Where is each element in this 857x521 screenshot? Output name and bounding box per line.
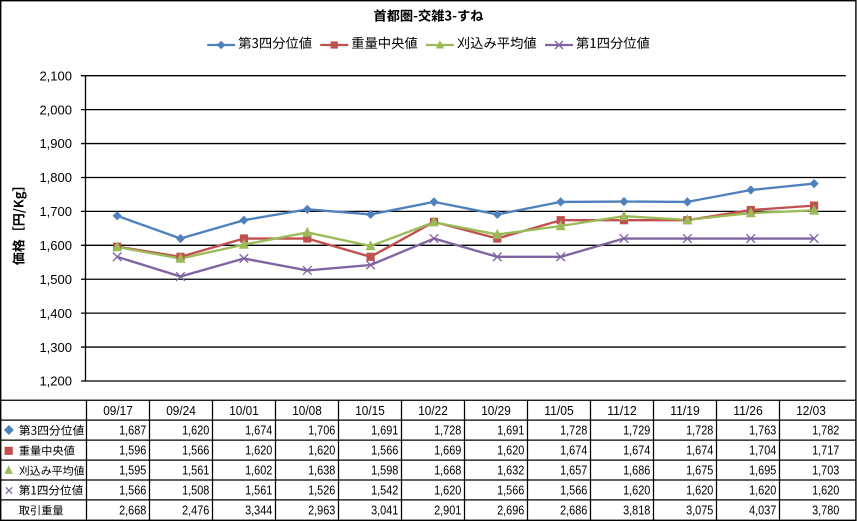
svg-text:10/08: 10/08 (292, 404, 322, 418)
svg-text:2,476: 2,476 (182, 504, 209, 518)
svg-text:1,620: 1,620 (497, 444, 524, 458)
svg-text:1,675: 1,675 (686, 464, 713, 478)
svg-text:1,508: 1,508 (182, 484, 209, 498)
svg-text:2,000: 2,000 (39, 102, 72, 117)
svg-text:11/12: 11/12 (607, 404, 637, 418)
svg-text:1,566: 1,566 (560, 484, 587, 498)
svg-text:12/03: 12/03 (796, 404, 826, 418)
svg-text:1,620: 1,620 (749, 484, 776, 498)
svg-text:2,901: 2,901 (434, 504, 461, 518)
svg-text:1,620: 1,620 (245, 444, 272, 458)
svg-text:1,691: 1,691 (371, 424, 398, 438)
svg-text:1,674: 1,674 (686, 444, 713, 458)
svg-text:1,566: 1,566 (182, 444, 209, 458)
svg-text:1,700: 1,700 (39, 204, 72, 219)
svg-text:1,669: 1,669 (434, 444, 461, 458)
svg-text:1,600: 1,600 (39, 238, 72, 253)
svg-text:3,344: 3,344 (245, 504, 272, 518)
svg-text:1,704: 1,704 (749, 444, 776, 458)
svg-text:1,620: 1,620 (686, 484, 713, 498)
svg-text:1,729: 1,729 (623, 424, 650, 438)
svg-text:1,674: 1,674 (623, 444, 650, 458)
svg-text:1,686: 1,686 (623, 464, 650, 478)
svg-text:10/22: 10/22 (418, 404, 448, 418)
svg-text:1,620: 1,620 (623, 484, 650, 498)
svg-text:2,668: 2,668 (119, 504, 146, 518)
svg-text:1,728: 1,728 (686, 424, 713, 438)
svg-text:1,566: 1,566 (119, 484, 146, 498)
svg-text:1,526: 1,526 (308, 484, 335, 498)
svg-text:1,900: 1,900 (39, 136, 72, 151)
svg-text:1,200: 1,200 (39, 374, 72, 389)
svg-text:3,041: 3,041 (371, 504, 398, 518)
svg-text:1,763: 1,763 (749, 424, 776, 438)
svg-text:1,717: 1,717 (812, 444, 839, 458)
svg-text:11/26: 11/26 (733, 404, 763, 418)
svg-text:10/15: 10/15 (355, 404, 385, 418)
svg-text:1,566: 1,566 (371, 444, 398, 458)
svg-text:1,561: 1,561 (245, 484, 272, 498)
svg-text:1,300: 1,300 (39, 340, 72, 355)
svg-text:3,818: 3,818 (623, 504, 650, 518)
svg-text:1,598: 1,598 (371, 464, 398, 478)
svg-text:09/24: 09/24 (166, 404, 196, 418)
svg-text:1,620: 1,620 (308, 444, 335, 458)
svg-text:3,075: 3,075 (686, 504, 713, 518)
svg-text:1,695: 1,695 (749, 464, 776, 478)
svg-text:1,561: 1,561 (182, 464, 209, 478)
svg-text:1,400: 1,400 (39, 306, 72, 321)
svg-text:1,620: 1,620 (182, 424, 209, 438)
svg-text:1,728: 1,728 (434, 424, 461, 438)
svg-text:09/17: 09/17 (103, 404, 133, 418)
svg-text:1,638: 1,638 (308, 464, 335, 478)
svg-text:11/19: 11/19 (670, 404, 700, 418)
svg-text:10/01: 10/01 (229, 404, 259, 418)
svg-text:2,696: 2,696 (497, 504, 524, 518)
svg-text:1,674: 1,674 (245, 424, 272, 438)
svg-text:1,687: 1,687 (119, 424, 146, 438)
svg-text:1,657: 1,657 (560, 464, 587, 478)
svg-text:2,100: 2,100 (39, 68, 72, 83)
svg-text:11/05: 11/05 (544, 404, 574, 418)
svg-text:2,686: 2,686 (560, 504, 587, 518)
svg-text:1,602: 1,602 (245, 464, 272, 478)
svg-text:1,691: 1,691 (497, 424, 524, 438)
svg-text:2,963: 2,963 (308, 504, 335, 518)
svg-text:1,500: 1,500 (39, 272, 72, 287)
svg-text:1,632: 1,632 (497, 464, 524, 478)
svg-text:1,566: 1,566 (497, 484, 524, 498)
svg-text:1,800: 1,800 (39, 170, 72, 185)
svg-text:10/29: 10/29 (481, 404, 511, 418)
svg-text:1,596: 1,596 (119, 444, 146, 458)
svg-text:1,674: 1,674 (560, 444, 587, 458)
svg-text:1,668: 1,668 (434, 464, 461, 478)
svg-text:1,542: 1,542 (371, 484, 398, 498)
svg-text:1,620: 1,620 (812, 484, 839, 498)
svg-text:4,037: 4,037 (749, 504, 776, 518)
svg-text:1,706: 1,706 (308, 424, 335, 438)
svg-text:1,620: 1,620 (434, 484, 461, 498)
svg-text:3,780: 3,780 (812, 504, 839, 518)
svg-text:1,703: 1,703 (812, 464, 839, 478)
svg-text:1,595: 1,595 (119, 464, 146, 478)
svg-text:1,782: 1,782 (812, 424, 839, 438)
svg-text:1,728: 1,728 (560, 424, 587, 438)
